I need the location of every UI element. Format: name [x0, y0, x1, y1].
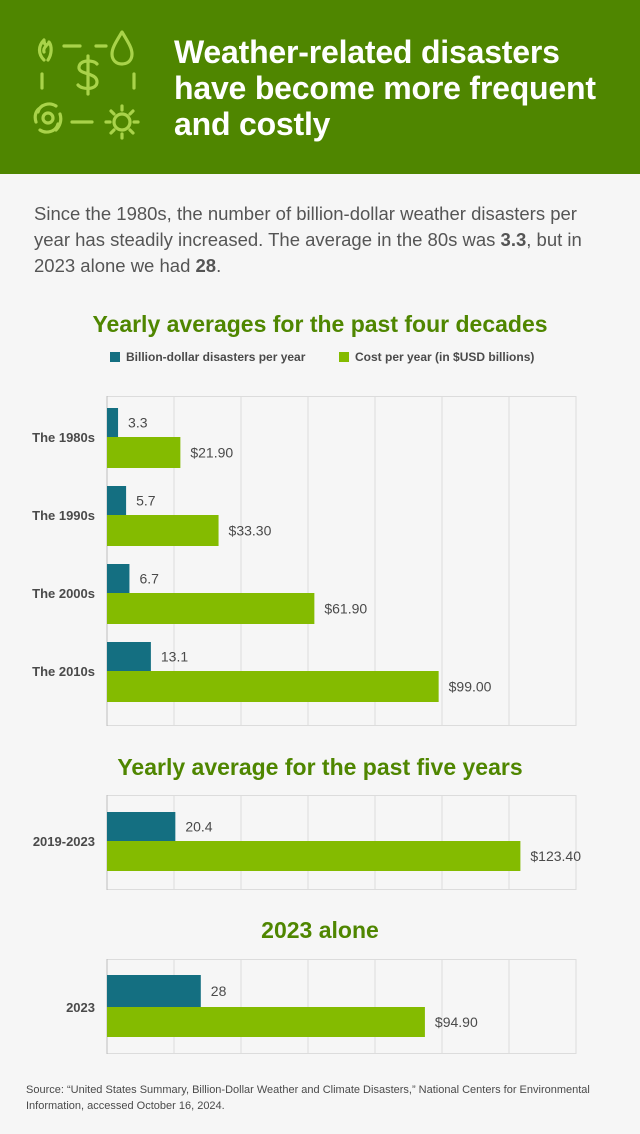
data-label-count: 13.1 — [161, 649, 188, 665]
bar-cost — [107, 437, 181, 468]
legend-label-cost: Cost per year (in $USD billions) — [355, 350, 535, 364]
category-label: The 1980s — [32, 430, 95, 445]
legend-item-cost: Cost per year (in $USD billions) — [339, 350, 534, 364]
data-label-cost: $61.90 — [324, 601, 367, 617]
bar-disaster-count — [107, 564, 130, 593]
data-label-cost: $94.90 — [435, 1014, 478, 1030]
year-2023-chart: 2023 28 $94.90 — [66, 959, 577, 1054]
bar-cost — [107, 1007, 425, 1037]
legend-item-count: Billion-dollar disasters per year — [110, 350, 305, 364]
intro-text: , but in 2023 alone we had — [34, 229, 582, 276]
intro-text: Since the 1980s, the number of billion-d… — [34, 203, 577, 250]
category-label: The 1990s — [32, 508, 95, 523]
page-title: Weather-related disasters have become mo… — [174, 34, 624, 142]
legend-swatch-cost — [339, 352, 349, 362]
category-label: 2019-2023 — [33, 834, 95, 849]
bar-disaster-count — [107, 408, 119, 437]
bar-disaster-count — [107, 975, 201, 1007]
title-line: Weather-related disasters — [174, 34, 560, 70]
chart-title-decades: Yearly averages for the past four decade… — [92, 311, 548, 337]
decades-chart: The 1980s 3.3 $21.90 The 1990s 5.7 $33.30 The … — [32, 396, 577, 726]
legend-swatch-count — [110, 352, 120, 362]
intro-paragraph: Since the 1980s, the number of billion-d… — [34, 201, 614, 279]
title-line: and costly — [174, 106, 331, 142]
source-note: Source: “United States Summary, Billion-… — [26, 1084, 590, 1112]
chart-legend: Billion-dollar disasters per year Cost p… — [0, 350, 640, 370]
bar-cost — [107, 841, 521, 871]
data-label-count: 20.4 — [185, 819, 212, 835]
legend-label-count: Billion-dollar disasters per year — [126, 350, 306, 364]
data-label-cost: $99.00 — [449, 679, 492, 695]
bar-cost — [107, 671, 439, 702]
intro-text: . — [216, 255, 222, 276]
title-line: have become more frequent — [174, 70, 596, 106]
disaster-cost-icon — [33, 30, 140, 140]
bar-cost — [107, 515, 219, 546]
header-banner: Weather-related disasters have become mo… — [0, 0, 640, 174]
category-label: 2023 — [66, 1000, 95, 1015]
bar-cost — [107, 593, 315, 624]
bar-disaster-count — [107, 642, 151, 671]
data-label-cost: $123.40 — [530, 848, 581, 864]
bar-disaster-count — [107, 812, 176, 841]
intro-highlight: 3.3 — [500, 229, 527, 250]
data-label-count: 28 — [211, 983, 227, 999]
data-label-cost: $21.90 — [190, 445, 233, 461]
intro-highlight: 28 — [195, 255, 217, 276]
chart-title-five-years: Yearly average for the past five years — [117, 754, 523, 780]
data-label-cost: $33.30 — [229, 523, 272, 539]
five-year-chart: 2019-2023 20.4 $123.40 — [33, 795, 581, 890]
category-label: The 2000s — [32, 586, 95, 601]
chart-title-2023: 2023 alone — [261, 917, 379, 943]
bar-disaster-count — [107, 486, 127, 515]
category-label: The 2010s — [32, 664, 95, 679]
data-label-count: 6.7 — [139, 571, 159, 587]
data-label-count: 5.7 — [136, 493, 156, 509]
data-label-count: 3.3 — [128, 415, 148, 431]
